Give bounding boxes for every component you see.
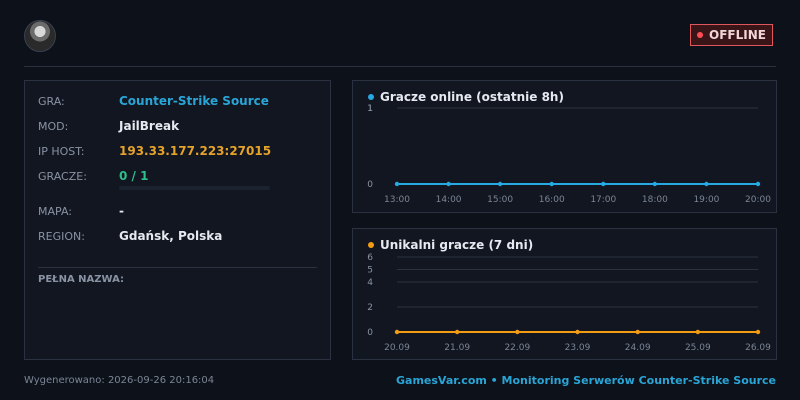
x-tick-label: 26.09 [745, 343, 771, 353]
x-tick-label: 16:00 [539, 195, 565, 205]
x-tick-label: 25.09 [685, 343, 711, 353]
data-point [755, 181, 761, 187]
x-tick-label: 23.09 [565, 343, 591, 353]
players-value: 0 / 1 [119, 169, 149, 183]
full-name-label: PEŁNA NAZWA: [38, 274, 125, 285]
data-point [515, 329, 520, 335]
data-point [601, 181, 606, 187]
mod-label: MOD: [38, 120, 69, 133]
region-value: Gdańsk, Polska [119, 229, 223, 243]
x-tick-label: 17:00 [590, 195, 616, 205]
status-badge: OFFLINE [690, 24, 773, 46]
x-tick-label: 20.09 [384, 343, 410, 353]
online-players-chart-title-row: Gracze online (ostatnie 8h) [368, 90, 564, 104]
y-tick-label: 0 [367, 180, 373, 190]
online-players-chart-panel: Gracze online (ostatnie 8h) 0 1 1 13:00 14:0… [352, 80, 777, 213]
data-point [549, 181, 554, 187]
x-tick-label: 19:00 [693, 195, 719, 205]
data-point [575, 329, 580, 335]
y-tick-label: 2 [367, 303, 373, 313]
status-dot-icon [697, 32, 704, 38]
header-divider [24, 66, 776, 67]
y-tick-label: 0 [367, 328, 373, 338]
y-tick-label: 5 [367, 266, 373, 276]
x-tick-label: 21.09 [444, 343, 470, 353]
y-tick-label: 6 [367, 253, 373, 263]
online-players-chart-title: Gracze online (ostatnie 8h) [380, 90, 564, 104]
data-point [635, 329, 640, 335]
map-label: MAPA: [38, 205, 72, 218]
y-tick-label: 4 [367, 278, 373, 288]
game-label: GRA: [38, 95, 65, 108]
unique-players-chart-title-row: Unikalni gracze (7 dni) [368, 238, 533, 252]
data-point [454, 329, 460, 335]
x-tick-label: 18:00 [642, 195, 668, 205]
region-label: REGION: [38, 230, 85, 243]
data-point [704, 181, 709, 187]
mod-value: JailBreak [119, 119, 180, 133]
players-label: GRACZE: [38, 170, 87, 183]
players-progress-bar [119, 186, 270, 190]
data-point [695, 329, 701, 335]
x-tick-label: 22.09 [504, 343, 530, 353]
info-panel-divider [38, 267, 317, 268]
data-point [394, 329, 400, 335]
unique-players-chart-panel: Unikalni gracze (7 dni) 0 2 4 5 6 20.09 21.09 2… [352, 228, 777, 360]
data-point [446, 181, 451, 187]
server-info-panel: GRA: Counter-Strike Source MOD: JailBrea… [24, 80, 331, 360]
x-tick-label: 14:00 [436, 195, 462, 205]
y-tick-label: 1 [367, 104, 373, 114]
x-tick-label: 13:00 [384, 195, 410, 205]
unique-players-legend-dot-icon [368, 242, 374, 248]
x-tick-label: 20:00 [745, 195, 771, 205]
data-point [497, 181, 503, 187]
generated-timestamp: Wygenerowano: 2026-09-26 20:16:04 [24, 375, 215, 386]
status-label: OFFLINE [709, 28, 766, 42]
ip-label: IP HOST: [38, 145, 85, 158]
ip-value: 193.33.177.223:27015 [119, 144, 272, 158]
map-value: - [119, 204, 124, 218]
footer-brand-link[interactable]: GamesVar.com • Monitoring Serwerów Count… [396, 374, 776, 387]
online-players-legend-dot-icon [368, 94, 374, 100]
data-point [755, 329, 761, 335]
unique-players-chart: 0 2 4 5 6 20.09 21.09 22.09 23.09 24.09 25.09 26.09 [367, 253, 771, 353]
x-tick-label: 24.09 [625, 343, 651, 353]
avatar [24, 20, 56, 52]
y-tick-label: 1 [367, 104, 373, 114]
x-tick-label: 15:00 [487, 195, 513, 205]
game-value: Counter-Strike Source [119, 94, 269, 108]
unique-players-chart-title: Unikalni gracze (7 dni) [380, 238, 534, 252]
data-point [394, 181, 400, 187]
data-point [652, 181, 658, 187]
